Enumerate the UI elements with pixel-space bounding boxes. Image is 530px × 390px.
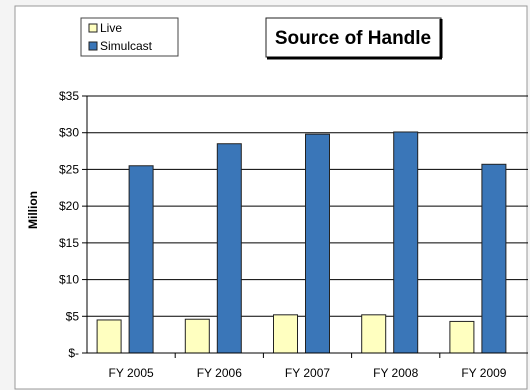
y-tick-label: $- (68, 346, 79, 360)
x-tick-label: FY 2005 (109, 366, 154, 380)
legend-label-simulcast: Simulcast (100, 39, 153, 53)
y-tick-label: $35 (59, 89, 79, 103)
bar-simulcast-fy-2005 (128, 165, 154, 354)
bar-live-fy-2006 (184, 318, 210, 354)
y-tick-labels: $- $5 $10 $15 $20 $25 $30 $35 (59, 89, 79, 360)
x-tick-label: FY 2009 (461, 366, 506, 380)
bar-simulcast-fy-2008 (393, 131, 419, 354)
bar-simulcast-fy-2009 (481, 163, 507, 354)
y-tick-label: $25 (59, 162, 79, 176)
y-axis-title: Million (26, 191, 40, 229)
x-tick-label: FY 2006 (197, 366, 242, 380)
axes (82, 95, 528, 358)
y-tick-label: $20 (59, 199, 79, 213)
legend: Live Simulcast (80, 17, 179, 57)
legend-label-live: Live (100, 21, 122, 35)
bar-live-fy-2007 (273, 314, 298, 354)
legend-swatch-live (88, 23, 98, 33)
bar-simulcast-fy-2007 (305, 133, 330, 354)
bars (96, 131, 507, 354)
chart-title-box: Source of Handle (265, 17, 443, 60)
x-tick-labels: FY 2005 FY 2006 FY 2007 FY 2008 FY 2009 (109, 366, 507, 380)
x-tick-label: FY 2007 (285, 366, 330, 380)
bar-live-fy-2008 (361, 314, 387, 354)
legend-swatch-simulcast (88, 41, 98, 51)
chart-title: Source of Handle (275, 28, 431, 49)
y-tick-label: $15 (59, 236, 79, 250)
y-tick-label: $10 (59, 273, 79, 287)
bar-simulcast-fy-2006 (216, 143, 242, 354)
y-tick-label: $5 (66, 309, 80, 323)
y-tick-label: $30 (59, 126, 79, 140)
x-tick-label: FY 2008 (373, 366, 418, 380)
bar-live-fy-2009 (449, 320, 475, 354)
bar-live-fy-2005 (96, 319, 122, 354)
